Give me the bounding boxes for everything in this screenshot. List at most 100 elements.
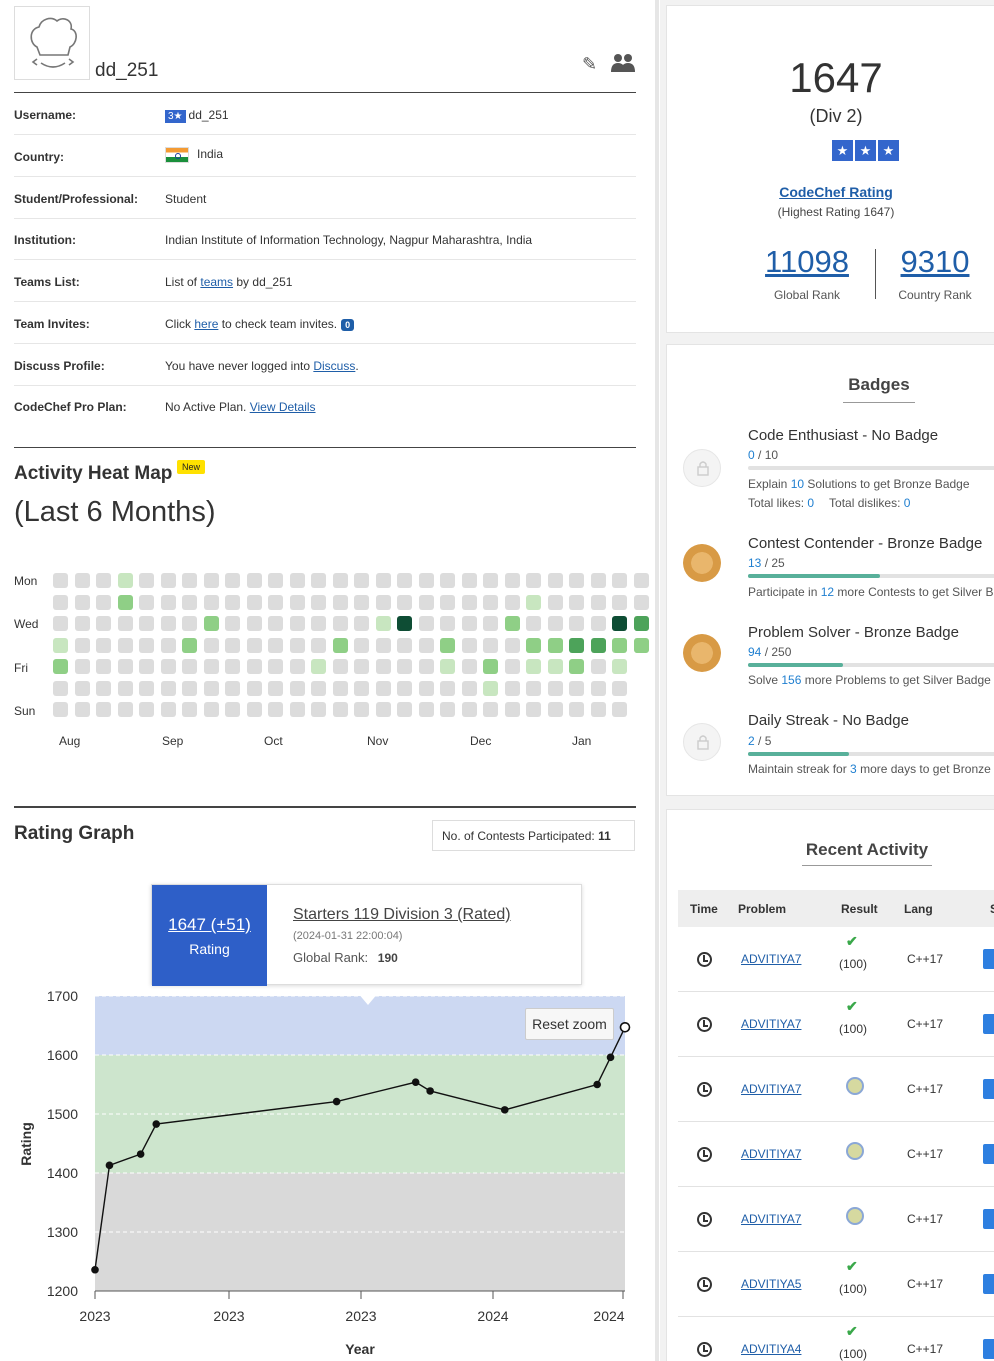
heatmap-cell[interactable] xyxy=(311,659,326,674)
heatmap-cell[interactable] xyxy=(160,659,176,674)
rating-point[interactable] xyxy=(136,1150,145,1158)
heatmap-cell[interactable] xyxy=(311,616,326,631)
heatmap-cell[interactable] xyxy=(375,573,391,588)
heatmap-cell[interactable] xyxy=(96,680,111,696)
heatmap-cell[interactable] xyxy=(483,680,498,696)
heatmap-cell[interactable] xyxy=(160,702,176,717)
heatmap-cell[interactable] xyxy=(203,702,219,717)
rating-point[interactable] xyxy=(426,1087,434,1095)
heatmap-cell[interactable] xyxy=(612,680,627,696)
heatmap-cell[interactable] xyxy=(182,616,197,631)
rating-point[interactable] xyxy=(500,1106,509,1114)
heatmap-cell[interactable] xyxy=(461,702,477,717)
heatmap-cell[interactable] xyxy=(569,594,584,610)
heatmap-cell[interactable] xyxy=(268,659,283,674)
heatmap-cell[interactable] xyxy=(633,616,649,631)
heatmap-cell[interactable] xyxy=(590,637,606,653)
heatmap-cell[interactable] xyxy=(225,659,240,674)
heatmap-cell[interactable] xyxy=(547,573,563,588)
heatmap-cell[interactable] xyxy=(139,637,154,653)
heatmap-cell[interactable] xyxy=(547,616,563,631)
rating-line-chart[interactable]: 1200 1300 1400 1500 1600 1700 2023 2023 2023 2024… xyxy=(0,861,650,1361)
heatmap-cell[interactable] xyxy=(74,680,90,696)
rating-point[interactable] xyxy=(105,1161,114,1170)
heatmap-cell[interactable] xyxy=(612,702,627,717)
heatmap-cell[interactable] xyxy=(160,637,176,653)
view-solution-button[interactable] xyxy=(983,1209,994,1229)
problem-link[interactable]: ADVITIYA7 xyxy=(741,1147,802,1161)
heatmap-cell[interactable] xyxy=(160,616,176,631)
heatmap-cell[interactable] xyxy=(96,659,111,674)
heatmap-cell[interactable] xyxy=(311,573,326,588)
heatmap-cell[interactable] xyxy=(397,702,412,717)
heatmap-cell[interactable] xyxy=(289,659,305,674)
heatmap-cell[interactable] xyxy=(569,616,584,631)
heatmap-cell[interactable] xyxy=(418,616,434,631)
heatmap-cell[interactable] xyxy=(461,616,477,631)
heatmap-cell[interactable] xyxy=(246,616,262,631)
heatmap-cell[interactable] xyxy=(246,680,262,696)
global-rank-link[interactable]: 11098 xyxy=(765,244,849,279)
heatmap-cell[interactable] xyxy=(483,702,498,717)
country-rank-link[interactable]: 9310 xyxy=(900,244,970,279)
heatmap-cell[interactable] xyxy=(375,594,391,610)
heatmap-cell[interactable] xyxy=(504,680,520,696)
rating-point[interactable] xyxy=(152,1120,161,1128)
tooltip-contest-name[interactable]: Starters 119 Division 3 (Rated) xyxy=(293,906,511,923)
heatmap-cell[interactable] xyxy=(246,573,262,588)
heatmap-cell[interactable] xyxy=(590,702,606,717)
heatmap-cell[interactable] xyxy=(418,680,434,696)
heatmap-cell[interactable] xyxy=(633,594,649,610)
heatmap-cell[interactable] xyxy=(354,594,369,610)
heatmap-cell[interactable] xyxy=(182,637,197,653)
heatmap-cell[interactable] xyxy=(354,680,369,696)
heatmap-cell[interactable] xyxy=(53,573,68,588)
view-details-link[interactable]: View Details xyxy=(249,400,316,414)
view-solution-button[interactable] xyxy=(983,1144,994,1164)
heatmap-cell[interactable] xyxy=(225,702,240,717)
heatmap-cell[interactable] xyxy=(203,637,219,653)
heatmap-cell[interactable] xyxy=(612,573,627,588)
codechef-rating-link[interactable]: CodeChef Rating xyxy=(779,184,893,200)
heatmap-cell[interactable] xyxy=(332,616,348,631)
heatmap-cell[interactable] xyxy=(332,659,348,674)
rating-point[interactable] xyxy=(332,1097,341,1106)
heatmap-cell[interactable] xyxy=(612,659,627,674)
heatmap-cell[interactable] xyxy=(268,616,283,631)
heatmap-cell[interactable] xyxy=(139,659,154,674)
heatmap-cell[interactable] xyxy=(375,637,391,653)
heatmap-cell[interactable] xyxy=(117,702,133,717)
heatmap-cell[interactable] xyxy=(74,637,90,653)
heatmap-cell[interactable] xyxy=(117,594,133,610)
heatmap-cell[interactable] xyxy=(483,616,498,631)
heatmap-cell[interactable] xyxy=(440,680,455,696)
heatmap-cell[interactable] xyxy=(53,680,68,696)
heatmap-cell[interactable] xyxy=(117,616,133,631)
heatmap-cell[interactable] xyxy=(440,659,455,674)
heatmap-cell[interactable] xyxy=(504,616,520,631)
heatmap-cell[interactable] xyxy=(268,594,283,610)
heatmap-cell[interactable] xyxy=(375,680,391,696)
heatmap-cell[interactable] xyxy=(117,637,133,653)
heatmap-cell[interactable] xyxy=(332,680,348,696)
heatmap-cell[interactable] xyxy=(203,594,219,610)
heatmap-cell[interactable] xyxy=(117,659,133,674)
rating-point[interactable] xyxy=(619,1021,631,1033)
heatmap-cell[interactable] xyxy=(547,594,563,610)
heatmap-cell[interactable] xyxy=(268,680,283,696)
heatmap-cell[interactable] xyxy=(289,573,305,588)
view-solution-button[interactable] xyxy=(983,1339,994,1359)
heatmap-cell[interactable] xyxy=(375,659,391,674)
reset-zoom-button[interactable]: Reset zoom xyxy=(525,1008,614,1040)
heatmap-cell[interactable] xyxy=(268,637,283,653)
problem-link[interactable]: ADVITIYA5 xyxy=(741,1277,802,1291)
heatmap-cell[interactable] xyxy=(483,594,498,610)
heatmap-cell[interactable] xyxy=(96,702,111,717)
edit-pencil-icon[interactable]: ✎ xyxy=(582,54,598,74)
view-solution-button[interactable] xyxy=(983,1274,994,1294)
invites-here-link[interactable]: here xyxy=(194,317,219,331)
heatmap-cell[interactable] xyxy=(526,594,541,610)
heatmap-cell[interactable] xyxy=(139,680,154,696)
heatmap-cell[interactable] xyxy=(569,680,584,696)
rating-point[interactable] xyxy=(411,1078,420,1086)
